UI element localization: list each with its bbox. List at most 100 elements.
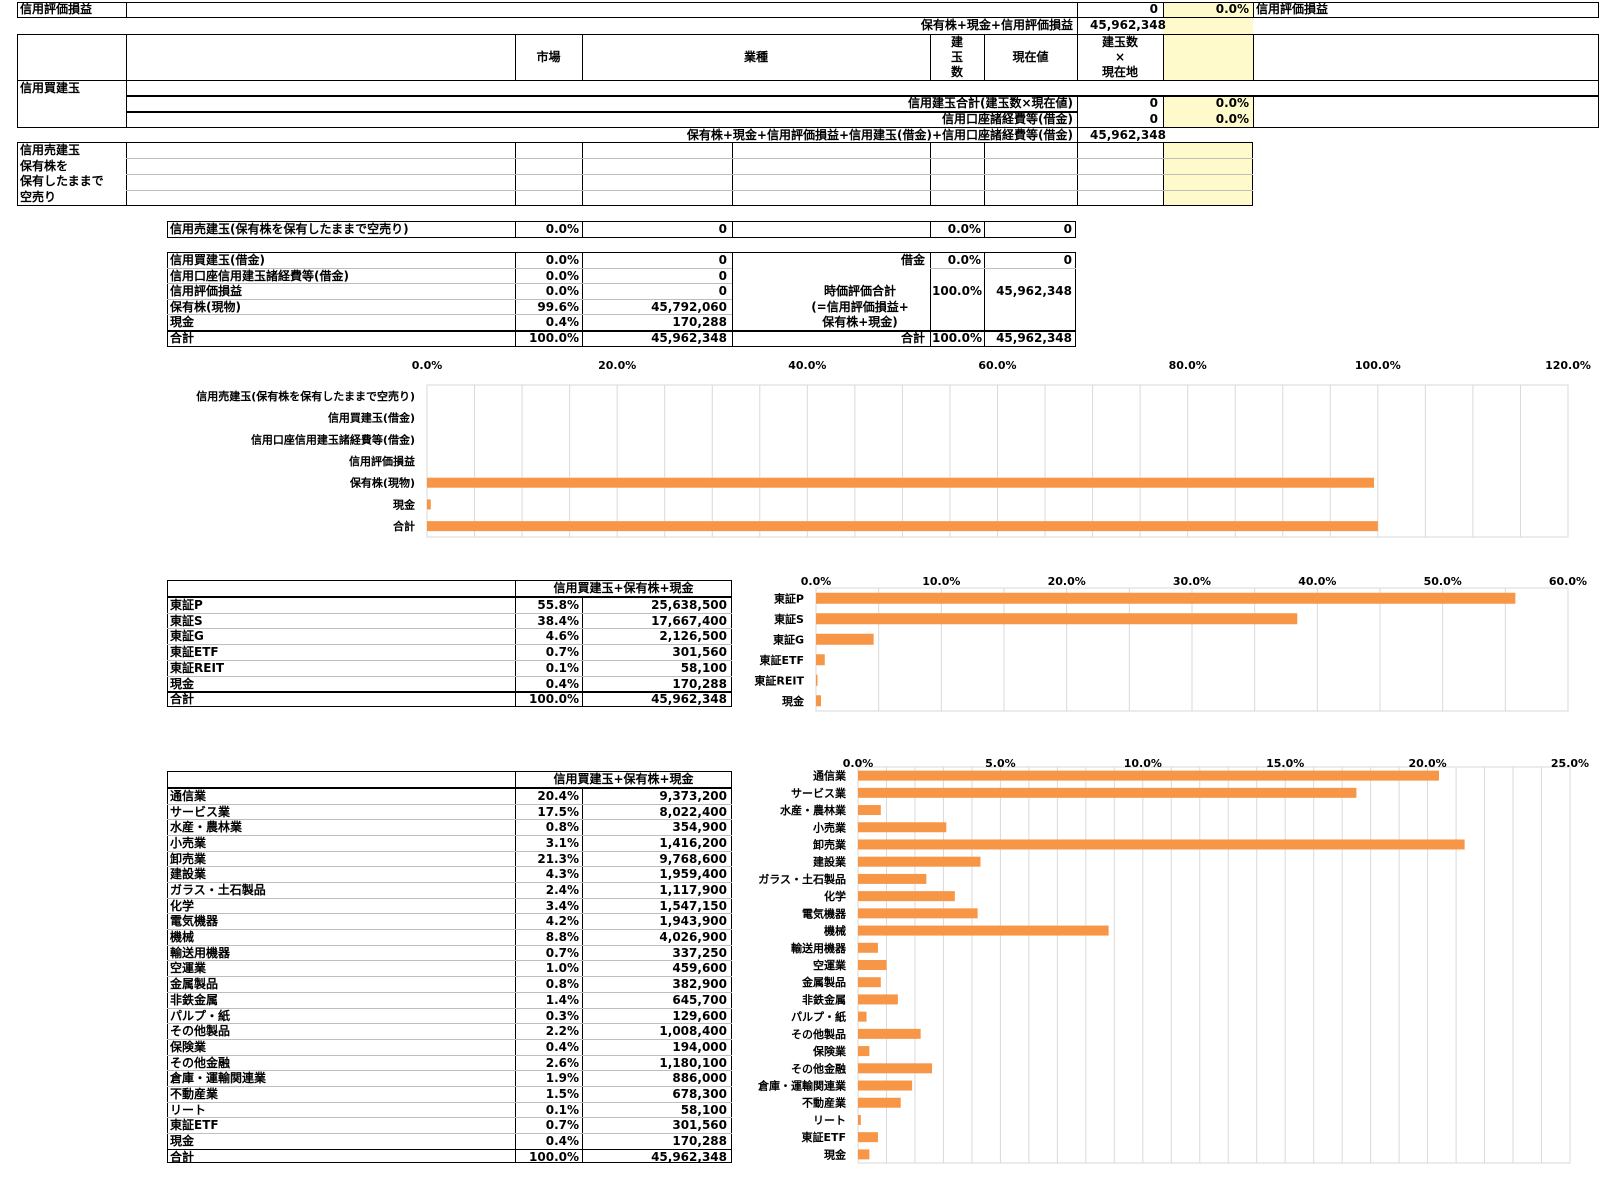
row-line [126,190,1253,191]
summary-label: 信用口座信用建玉諸経費等(借金) [170,269,349,283]
market-row-pct: 4.6% [545,629,579,644]
highlight-cell [1163,96,1253,127]
summary-value: 0 [718,269,727,283]
short-sell-value: 0 [718,222,727,236]
axis-tick-label: 10.0% [1124,757,1162,770]
axis-tick-label: 5.0% [985,757,1016,770]
sector-row-pct: 1.0% [545,961,579,976]
sector-row-pct: 0.7% [545,945,579,960]
eval-right-label: 信用評価損益 [1256,2,1329,16]
sector-table-border [167,771,732,1163]
row-line [167,1070,732,1072]
short-sell-pct: 0.0% [545,222,579,236]
sector-row-value: 9,373,200 [659,789,727,803]
summary-total-label: 合計 [900,331,925,345]
eval-row-border [17,2,1599,18]
sector-row-value: 9,768,600 [659,851,727,866]
market-row-value: 58,100 [680,660,727,675]
category-label: パルプ・紙 [791,1010,846,1024]
row-line [167,1054,732,1056]
bar [858,1011,867,1022]
market-row-label: 合計 [170,692,195,707]
bar [858,856,981,867]
market-row-pct: 0.1% [545,660,579,675]
market-value-pct: 100.0% [932,284,982,298]
category-label: 化学 [824,889,846,903]
sector-row-label: パルプ・紙 [170,1008,231,1023]
cell-divider [984,221,985,238]
sector-row-label: 保険業 [170,1039,207,1054]
bar [858,908,978,919]
cell-divider [1077,18,1078,34]
bar [816,633,874,645]
row-line [167,1117,732,1119]
category-label: 保有株(現物) [349,476,415,490]
sector-row-pct: 1.4% [545,992,579,1007]
category-label: 小売業 [812,820,847,834]
sector-row-pct: 100.0% [529,1149,579,1164]
category-label: 保険業 [812,1044,847,1058]
sector-row-pct: 20.4% [537,789,579,803]
row-line [167,644,732,646]
eval-pct: 0.0% [1215,2,1249,16]
row-line [167,1038,732,1040]
row-line [167,929,732,931]
eval-value: 0 [1149,2,1158,16]
highlight-cell [1163,18,1253,80]
market-table-header: 信用買建玉+保有株+現金 [553,581,694,595]
row-line [167,897,732,899]
bar [858,822,947,833]
bar [816,613,1298,625]
market-bar-chart: 0.0% 10.0% 20.0% 30.0% 40.0% 50.0% 60.0% 東証P 東証S… [754,575,1587,712]
sector-row-value: 1,416,200 [659,836,727,851]
cell-divider [126,80,127,128]
cell-divider [582,596,583,707]
summary-value: 45,962,348 [651,331,727,345]
axis-tick-label: 20.0% [598,359,636,372]
sector-row-label: 化学 [170,898,195,913]
category-label: 不動産業 [802,1096,847,1110]
buy-total-value: 0 [1149,96,1158,110]
cell-divider [126,2,127,18]
buy-total-label: 信用建玉合計(建玉数×現在値) [907,96,1073,110]
category-label: 倉庫・運輸関連業 [757,1079,847,1093]
total-line [167,691,732,693]
row-line [167,268,732,269]
category-label: その他金融 [791,1061,846,1075]
bar [816,592,1516,604]
sector-bar-chart: 0.0% 5.0% 10.0% 15.0% 20.0% 25.0% 通信業サービス業水産・農… [757,757,1589,1164]
sector-row-pct: 0.8% [545,820,579,835]
row-line [167,283,732,284]
market-row-label: 現金 [170,676,195,691]
cell-divider [732,221,733,238]
cell-divider [582,787,583,1163]
col-count: 建 玉 数 [950,35,963,79]
sum-value: 45,962,348 [1090,18,1166,32]
cell-divider [930,252,931,347]
summary-pct: 0.0% [545,284,579,298]
cell-divider [582,221,583,238]
market-row-label: 東証ETF [170,645,219,660]
bar [858,1114,861,1125]
sector-row-value: 1,547,150 [659,898,727,913]
category-label: 非鉄金属 [802,992,846,1006]
bar [858,1149,870,1160]
category-label: 東証ETF [801,1130,846,1144]
category-label: 水産・農林業 [780,803,847,817]
market-row-value: 25,638,500 [651,598,727,612]
row-line [167,1007,732,1009]
sector-row-value: 4,026,900 [659,930,727,945]
sector-row-pct: 0.7% [545,1118,579,1133]
summary-label: 合計 [170,331,195,345]
summary-total-value: 45,962,348 [996,331,1072,345]
bar [858,1080,913,1091]
cell-divider [930,221,931,238]
sector-row-pct: 3.1% [545,836,579,851]
axis-tick-label: 30.0% [1173,575,1211,588]
bar [858,977,881,988]
market-row-value: 301,560 [672,645,727,660]
sector-row-pct: 2.2% [545,1024,579,1039]
row-line [167,944,732,946]
fees-pct: 0.0% [1215,112,1249,126]
summary-pct: 99.6% [537,300,579,314]
